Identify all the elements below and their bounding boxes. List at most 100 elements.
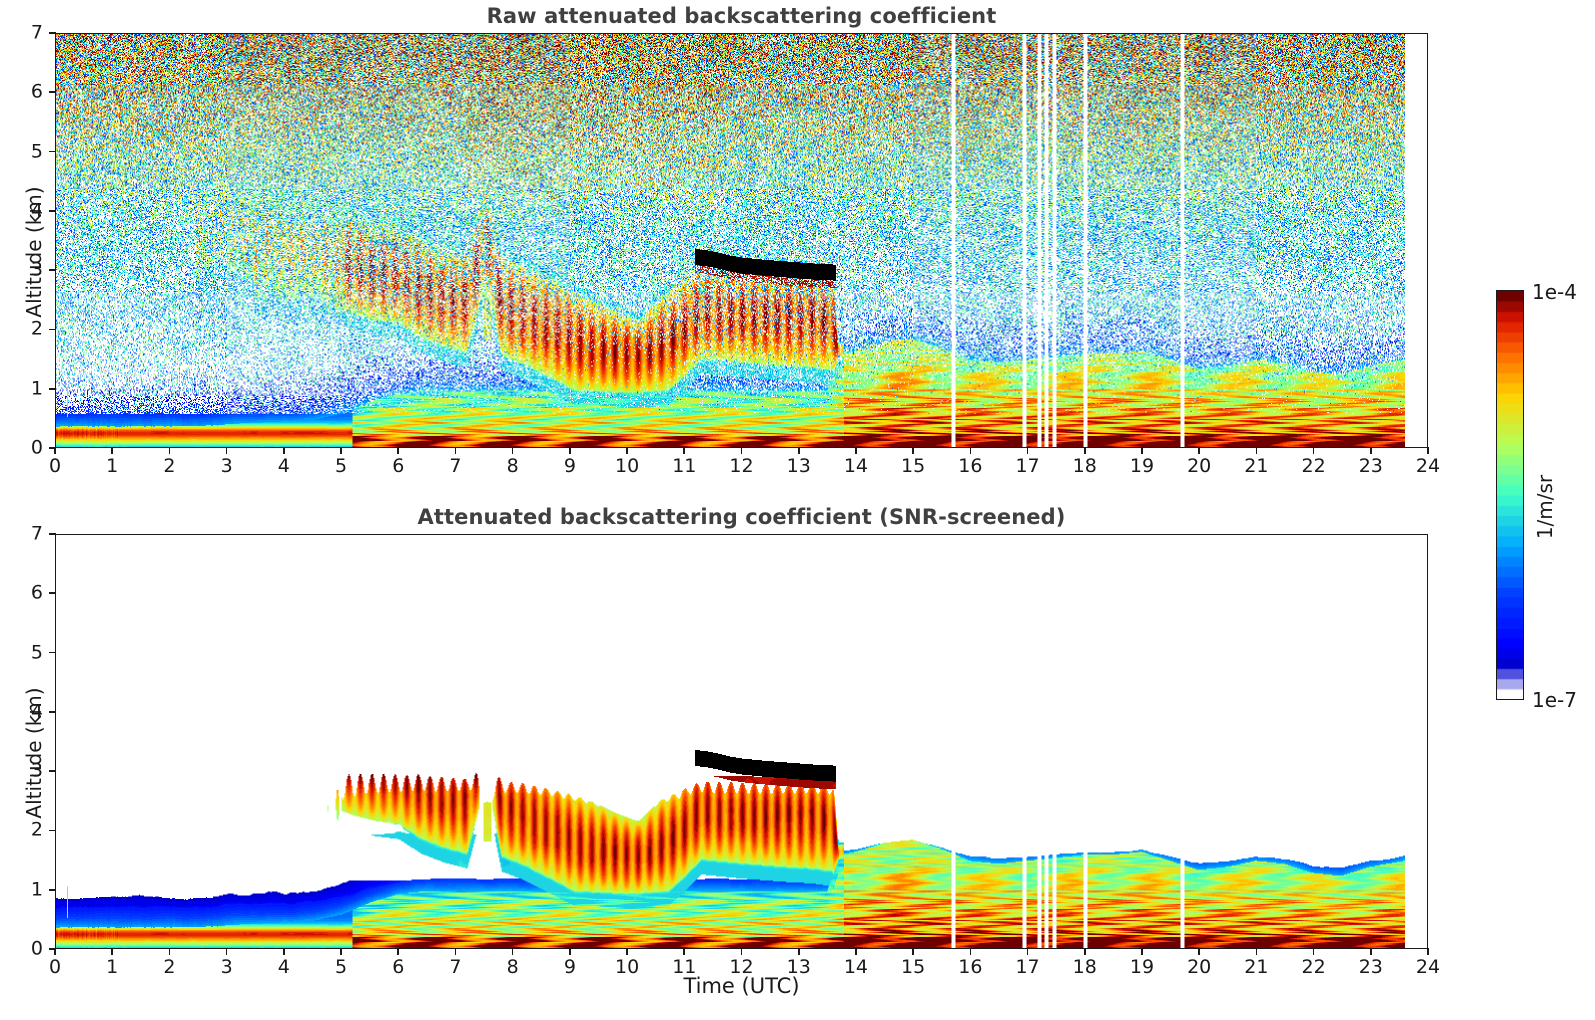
y-tick-mark: [49, 770, 56, 772]
x-tick-label: 15: [901, 455, 926, 477]
y-tick-mark: [49, 210, 56, 212]
x-tick-mark: [969, 447, 972, 454]
x-tick-mark: [1369, 948, 1372, 955]
x-tick-label: 4: [277, 956, 290, 978]
x-tick-mark: [168, 447, 171, 454]
x-tick-label: 2: [163, 455, 176, 477]
y-tick-label: 3: [30, 759, 43, 782]
y-tick-mark: [49, 651, 56, 654]
x-tick-label: 7: [449, 956, 462, 978]
x-tick-label: 3: [220, 455, 233, 477]
x-tick-label: 21: [1244, 956, 1269, 978]
x-axis-label: Time (UTC): [683, 974, 800, 998]
x-tick-label: 9: [563, 455, 576, 477]
y-tick-mark: [49, 829, 56, 832]
x-tick-mark: [912, 447, 914, 454]
x-tick-mark: [969, 948, 972, 955]
x-tick-label: 5: [334, 455, 348, 477]
y-tick-label: 1: [30, 377, 43, 400]
x-tick-mark: [1026, 447, 1029, 454]
x-tick-mark: [111, 447, 113, 454]
x-tick-mark: [1369, 447, 1372, 454]
x-tick-label: 19: [1129, 956, 1155, 978]
x-tick-mark: [1083, 447, 1086, 454]
x-tick-label: 14: [843, 956, 868, 978]
y-tick-label: 0: [30, 436, 43, 459]
heatmap-axes-top: [55, 33, 1428, 448]
colorbar-min-label: 1e-7: [1532, 688, 1577, 712]
x-tick-mark: [283, 948, 285, 955]
x-tick-label: 6: [392, 956, 405, 978]
x-tick-mark: [626, 948, 628, 955]
x-tick-mark: [454, 948, 457, 955]
x-tick-mark: [397, 447, 400, 454]
y-tick-label: 6: [30, 80, 43, 103]
x-tick-label: 23: [1358, 455, 1383, 477]
x-tick-mark: [1312, 948, 1315, 955]
x-tick-mark: [54, 447, 56, 454]
x-tick-mark: [225, 948, 228, 955]
x-tick-mark: [54, 948, 56, 955]
x-tick-label: 24: [1415, 455, 1441, 477]
y-tick-label: 3: [30, 258, 43, 281]
x-tick-mark: [1255, 447, 1258, 454]
x-tick-mark: [340, 948, 342, 955]
x-tick-label: 22: [1301, 956, 1326, 978]
x-tick-mark: [1427, 447, 1429, 454]
x-tick-mark: [740, 948, 743, 955]
x-tick-mark: [683, 948, 686, 955]
y-tick-mark: [49, 150, 56, 153]
x-tick-mark: [283, 447, 285, 454]
y-axis-label-bottom: Altitude (km): [22, 687, 46, 819]
y-tick-mark: [49, 888, 56, 891]
y-tick-label: 4: [30, 700, 43, 723]
y-tick-label: 6: [30, 581, 43, 604]
heatmap-axes-bottom: [55, 534, 1428, 949]
x-tick-mark: [569, 948, 571, 955]
x-tick-label: 19: [1129, 455, 1155, 477]
y-tick-mark: [49, 711, 56, 713]
x-tick-label: 13: [786, 455, 811, 477]
y-tick-mark: [49, 533, 56, 535]
y-tick-mark: [49, 948, 56, 950]
x-tick-mark: [454, 447, 457, 454]
y-tick-mark: [49, 269, 56, 271]
y-tick-label: 2: [30, 317, 43, 340]
x-tick-mark: [855, 447, 857, 454]
x-tick-mark: [511, 948, 514, 955]
y-tick-mark: [49, 592, 56, 595]
colorbar-max-label: 1e-4: [1532, 280, 1577, 304]
x-tick-label: 8: [506, 455, 519, 477]
x-tick-label: 16: [958, 455, 983, 477]
x-tick-label: 17: [1015, 956, 1040, 978]
y-tick-mark: [49, 447, 56, 449]
x-tick-label: 6: [392, 455, 405, 477]
x-tick-label: 12: [729, 956, 754, 978]
x-tick-mark: [1427, 948, 1429, 955]
y-tick-label: 7: [30, 21, 43, 44]
y-tick-label: 5: [30, 641, 43, 664]
x-tick-label: 11: [672, 455, 697, 477]
x-tick-label: 0: [48, 956, 62, 978]
x-tick-label: 20: [1187, 455, 1212, 477]
y-tick-mark: [49, 328, 56, 331]
x-tick-mark: [1026, 948, 1029, 955]
x-tick-mark: [626, 447, 628, 454]
x-tick-mark: [797, 948, 800, 955]
x-tick-label: 2: [163, 956, 176, 978]
x-tick-label: 9: [563, 956, 576, 978]
x-tick-label: 10: [614, 455, 640, 477]
x-tick-mark: [1312, 447, 1315, 454]
x-tick-label: 20: [1187, 956, 1212, 978]
x-tick-mark: [340, 447, 342, 454]
y-tick-label: 2: [30, 818, 43, 841]
x-tick-mark: [797, 447, 800, 454]
x-tick-mark: [111, 948, 113, 955]
x-tick-label: 10: [614, 956, 640, 978]
x-tick-label: 4: [277, 455, 290, 477]
colorbar-gradient: [1497, 291, 1523, 699]
x-tick-mark: [397, 948, 400, 955]
x-tick-label: 18: [1072, 956, 1097, 978]
